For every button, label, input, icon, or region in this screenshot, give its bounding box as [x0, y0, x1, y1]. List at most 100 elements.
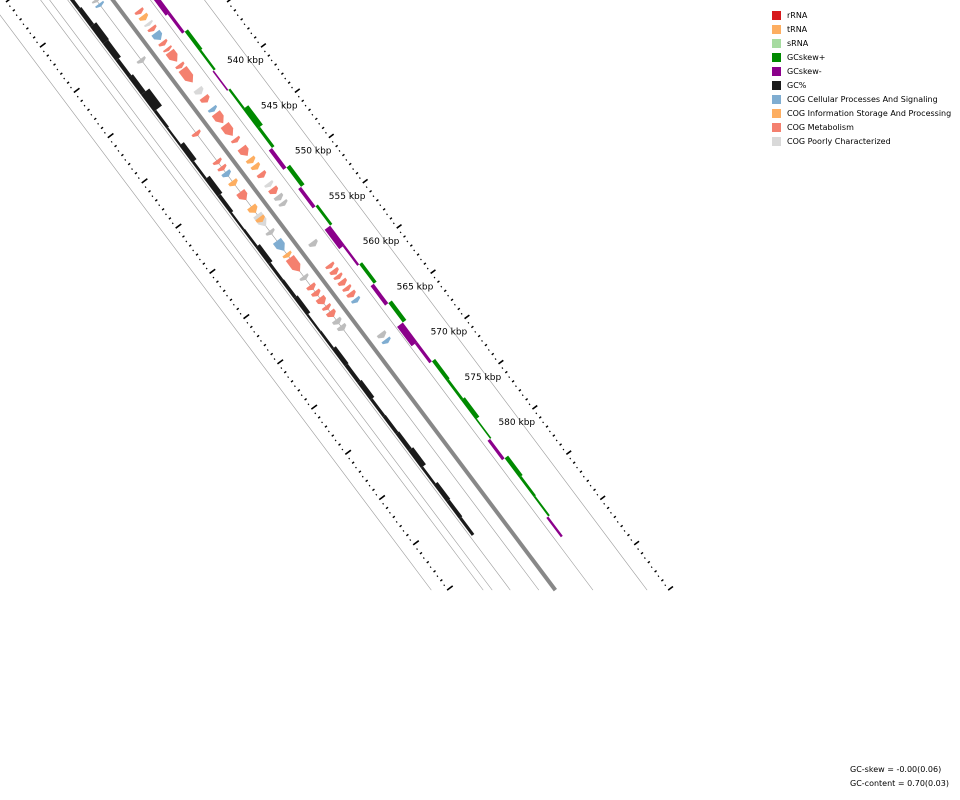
scale-tick — [481, 340, 483, 342]
scale-tick — [232, 303, 235, 306]
genome-stats: GC-skew = -0.00(0.06) GC-content = 0.70(… — [850, 765, 949, 793]
scale-tick — [572, 461, 576, 465]
scale-tick — [643, 557, 646, 560]
gc-skew-segment — [199, 49, 216, 71]
guide-line — [40, 0, 484, 591]
scale-tick — [341, 448, 344, 451]
gc-content-segment — [102, 39, 121, 61]
gc-skew-segment — [414, 341, 432, 364]
scale-tick — [318, 122, 321, 125]
gene-feature-forward — [91, 0, 100, 4]
scale-tick — [399, 524, 403, 528]
scale-tick — [372, 195, 375, 198]
scale-tick — [100, 126, 104, 130]
scale-tick — [342, 153, 345, 157]
guide-line — [0, 14, 432, 591]
scale-tick — [263, 50, 266, 53]
legend-item-cog-poorly: COG Poorly Characterized — [772, 134, 951, 148]
scale-tick — [379, 204, 382, 207]
scale-tick — [412, 540, 420, 546]
scale-tick — [555, 439, 558, 442]
scale-tick — [382, 502, 385, 505]
gene-feature-reverse — [165, 48, 178, 62]
scale-tick — [321, 126, 325, 130]
scale-tick — [528, 403, 531, 406]
scale-tick-label: 580 kbp — [498, 418, 535, 428]
legend-item-srna: sRNA — [772, 36, 951, 50]
scale-tick — [236, 14, 239, 17]
legend-label: GC% — [787, 80, 807, 90]
scale-tick — [429, 566, 432, 569]
scale-tick — [311, 113, 314, 116]
scale-tick — [294, 385, 296, 388]
scale-tick — [453, 303, 456, 306]
scale-tick — [416, 548, 418, 550]
scale-tick — [450, 298, 454, 302]
gc-skew-segment — [487, 438, 505, 461]
scale-tick — [650, 566, 653, 569]
gene-feature-reverse — [151, 29, 163, 41]
scale-tick — [76, 95, 79, 98]
gc-skew-segment — [268, 148, 287, 170]
gc-skew-segment — [359, 262, 377, 284]
scale-tick — [433, 276, 436, 279]
gene-feature-reverse — [134, 7, 144, 15]
gc-skew-segment — [298, 186, 316, 209]
scale-tick — [188, 244, 192, 247]
gc-content-segment — [179, 142, 197, 163]
scale-tick — [304, 398, 308, 401]
gc-skew-segment — [397, 322, 418, 347]
scale-tick — [260, 340, 262, 342]
gene-feature-forward — [325, 308, 336, 318]
gc-skew-segment — [446, 379, 464, 401]
legend-swatch — [772, 52, 781, 62]
scale-tick — [273, 358, 276, 360]
scale-tick — [314, 117, 318, 121]
scale-tick — [182, 235, 185, 238]
gene-feature-reverse — [337, 277, 348, 286]
scale-tick — [443, 584, 446, 587]
gene-feature-forward — [247, 203, 258, 213]
gc-content-segment — [128, 74, 146, 95]
scale-tick — [440, 285, 443, 288]
scale-tick — [277, 68, 280, 71]
scale-tick — [25, 27, 29, 30]
scale-tick — [409, 539, 412, 541]
legend-label: GCskew+ — [787, 52, 826, 62]
legend: rRNA tRNA sRNA GCskew+ GCskew- GC% COG C… — [772, 8, 951, 148]
scale-tick — [433, 569, 436, 573]
gene-feature-forward — [221, 169, 232, 178]
scale-tick — [464, 314, 470, 320]
scale-tick — [403, 235, 406, 238]
gc-content-segment — [191, 160, 207, 180]
gene-feature-reverse — [138, 12, 149, 21]
scale-tick — [284, 77, 287, 80]
scale-tick — [185, 240, 188, 243]
gene-feature-forward — [95, 0, 105, 9]
gene-feature-reverse — [230, 135, 241, 144]
scale-tick — [87, 108, 90, 112]
gc-skew-track — [153, 0, 563, 538]
scale-tick — [93, 117, 97, 121]
scale-tick — [240, 18, 244, 21]
gene-feature-forward — [306, 282, 316, 291]
scale-tick — [287, 81, 291, 84]
legend-label: COG Cellular Processes And Signaling — [787, 94, 938, 104]
scale-tick — [247, 27, 250, 30]
gene-feature-reverse — [250, 161, 261, 171]
legend-label: COG Poorly Characterized — [787, 136, 891, 146]
scale-tick — [290, 379, 294, 383]
gc-content-segment — [395, 431, 412, 452]
scale-tick — [385, 506, 389, 510]
scale-tick — [419, 551, 423, 555]
scale-tick — [280, 367, 283, 370]
scale-tick — [212, 276, 215, 279]
legend-label: rRNA — [787, 10, 808, 20]
scale-tick — [386, 213, 388, 216]
gene-feature-forward — [228, 178, 238, 187]
scale-tick — [579, 470, 583, 474]
scale-tick — [369, 189, 372, 193]
legend-swatch — [772, 136, 781, 146]
scale-tick — [365, 186, 368, 189]
gene-feature-reverse — [376, 330, 387, 339]
